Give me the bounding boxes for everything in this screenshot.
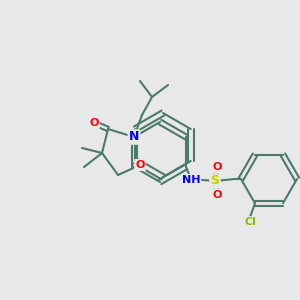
Text: NH: NH xyxy=(182,175,200,185)
Text: O: O xyxy=(135,160,145,170)
Text: O: O xyxy=(89,118,99,128)
Text: N: N xyxy=(129,130,139,143)
Text: O: O xyxy=(212,190,222,200)
Text: S: S xyxy=(211,175,220,188)
Text: O: O xyxy=(212,162,222,172)
Text: Cl: Cl xyxy=(244,217,256,227)
